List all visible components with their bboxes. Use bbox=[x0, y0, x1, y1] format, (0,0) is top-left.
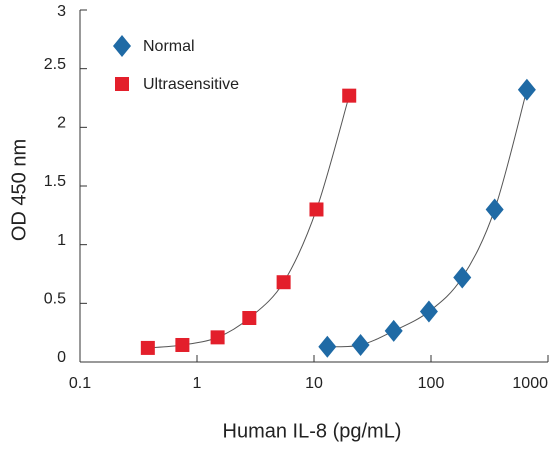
x-tick-label: 1 bbox=[193, 375, 202, 392]
point bbox=[276, 275, 291, 290]
legend-marker bbox=[113, 35, 131, 57]
point bbox=[342, 88, 357, 103]
y-tick-label: 1 bbox=[57, 232, 66, 249]
y-tick-label: 0 bbox=[57, 349, 66, 366]
point bbox=[318, 335, 337, 358]
y-tick-label: 2 bbox=[57, 115, 66, 132]
legend-marker bbox=[115, 77, 129, 91]
y-tick-label: 0.5 bbox=[44, 291, 66, 308]
x-tick-label: 0.1 bbox=[69, 375, 91, 392]
point bbox=[419, 300, 438, 323]
point bbox=[485, 198, 504, 221]
legend-label: Ultrasensitive bbox=[143, 76, 239, 93]
y-tick-label: 3 bbox=[57, 3, 66, 20]
point bbox=[242, 311, 257, 325]
x-tick-label: 10 bbox=[305, 375, 323, 392]
point bbox=[384, 319, 403, 342]
point bbox=[453, 266, 472, 289]
point bbox=[210, 330, 225, 345]
point bbox=[175, 337, 190, 352]
point bbox=[140, 340, 155, 355]
point bbox=[517, 78, 536, 101]
point bbox=[351, 333, 370, 356]
x-tick-label: 100 bbox=[418, 375, 445, 392]
x-axis-title: Human IL-8 (pg/mL) bbox=[223, 420, 402, 442]
fit-curve bbox=[147, 95, 350, 349]
x-tick-label: 1000 bbox=[512, 375, 548, 392]
point bbox=[309, 202, 324, 217]
y-axis-title: OD 450 nm bbox=[8, 139, 30, 241]
y-tick-label: 1.5 bbox=[44, 173, 66, 190]
y-tick-label: 2.5 bbox=[44, 56, 66, 73]
legend-label: Normal bbox=[143, 38, 195, 55]
